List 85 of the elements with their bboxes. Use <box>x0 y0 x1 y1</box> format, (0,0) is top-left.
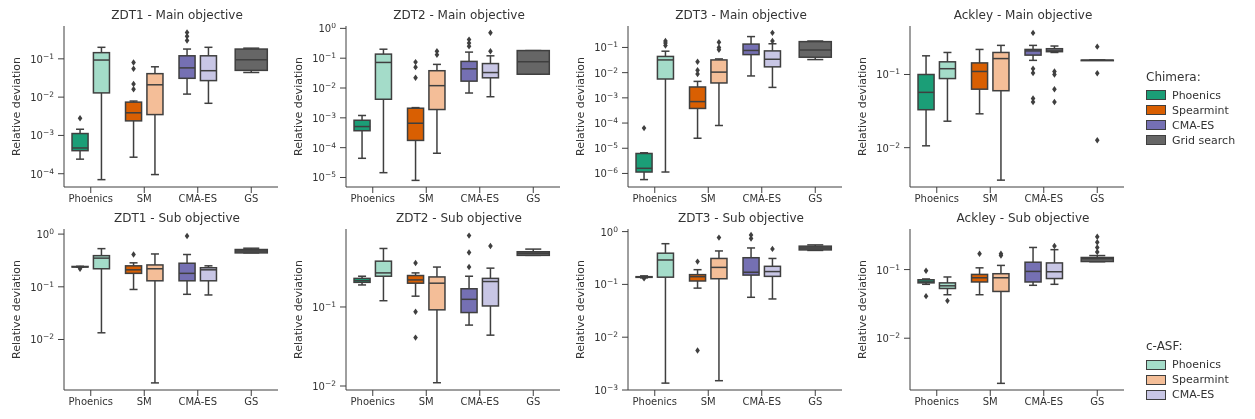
y-tick-label: 10$^{−5}$ <box>312 169 337 184</box>
y-tick-label: 10$^{−1}$ <box>594 276 619 291</box>
y-axis-title: Relative deviation <box>573 259 587 359</box>
x-tick-label: GS <box>526 193 541 205</box>
x-tick-label: GS <box>808 193 823 205</box>
x-tick-label: SM <box>136 193 152 205</box>
x-tick-label: GS <box>244 193 259 205</box>
y-tick-label: 10$^{−3}$ <box>312 110 337 124</box>
y-tick-label: 10$^{−1}$ <box>30 279 55 293</box>
x-tick-label: GS <box>1090 396 1105 408</box>
y-tick-label: 10$^{0}$ <box>318 20 337 35</box>
y-tick-label: 10$^{−2}$ <box>312 378 337 392</box>
chart-title: ZDT3 - Main objective <box>674 8 808 23</box>
y-tick-label: 10$^{−2}$ <box>594 329 619 344</box>
x-tick-label: SM <box>700 193 716 205</box>
y-axis-title: Relative deviation <box>855 56 869 156</box>
y-tick-label: 10$^{−2}$ <box>30 331 55 346</box>
y-tick-label: 10$^{−1}$ <box>876 262 901 276</box>
x-tick-label: CMA-ES <box>1024 193 1064 205</box>
y-tick-label: 10$^{−5}$ <box>594 140 619 155</box>
chart-title: ZDT2 - Sub objective <box>395 211 523 226</box>
chart-title: ZDT1 - Sub objective <box>113 211 241 226</box>
x-tick-label: SM <box>700 396 716 408</box>
x-tick-label: CMA-ES <box>178 193 218 205</box>
legend-label: Spearmint <box>1172 373 1229 386</box>
x-tick-label: GS <box>526 396 541 408</box>
y-tick-label: 10$^{−6}$ <box>594 165 619 180</box>
legend-title: Chimera: <box>1146 69 1202 84</box>
y-tick-label: 10$^{−1}$ <box>594 39 619 54</box>
y-tick-label: 10$^{−3}$ <box>594 382 619 396</box>
y-tick-label: 10$^{0}$ <box>36 226 55 241</box>
y-axis-title: Relative deviation <box>9 259 23 359</box>
y-axis-title: Relative deviation <box>291 259 305 359</box>
legend-title: c-ASF: <box>1146 339 1184 353</box>
x-tick-label: Phoenics <box>68 193 113 205</box>
chart-title: ZDT2 - Main objective <box>393 8 525 22</box>
y-axis-title: Relative deviation <box>855 259 869 359</box>
legend-label: CMA-ES <box>1172 118 1215 132</box>
chart-title: Ackley - Main objective <box>952 8 1094 23</box>
y-axis-title: Relative deviation <box>291 56 305 156</box>
x-tick-label: Phoenics <box>350 396 395 408</box>
y-tick-label: 10$^{−4}$ <box>30 166 55 180</box>
y-tick-label: 10$^{−2}$ <box>594 65 619 79</box>
legend-label: Grid search <box>1172 133 1236 147</box>
x-tick-label: CMA-ES <box>178 396 218 408</box>
y-tick-label: 10$^{0}$ <box>600 224 619 238</box>
y-tick-label: 10$^{−1}$ <box>312 299 337 313</box>
x-tick-label: SM <box>418 396 434 408</box>
chart-title: ZDT1 - Main objective <box>110 8 244 23</box>
y-tick-label: 10$^{−3}$ <box>594 90 619 104</box>
legend-label: Phoenics <box>1172 88 1221 102</box>
chart-title: ZDT3 - Sub objective <box>677 211 805 226</box>
x-tick-label: CMA-ES <box>460 396 500 408</box>
y-tick-label: 10$^{−2}$ <box>876 140 901 154</box>
y-tick-label: 10$^{−1}$ <box>30 51 55 65</box>
y-tick-label: 10$^{−1}$ <box>876 66 901 81</box>
y-tick-label: 10$^{−1}$ <box>312 50 337 65</box>
x-tick-label: GS <box>1090 193 1105 205</box>
x-tick-label: Phoenics <box>914 193 959 205</box>
x-tick-label: CMA-ES <box>460 193 500 205</box>
x-tick-label: Phoenics <box>632 396 677 408</box>
x-tick-label: SM <box>982 396 998 408</box>
x-tick-label: CMA-ES <box>1024 396 1064 408</box>
y-tick-label: 10$^{−4}$ <box>312 140 337 154</box>
x-tick-label: Phoenics <box>914 396 959 408</box>
x-tick-label: CMA-ES <box>742 193 782 205</box>
x-tick-label: Phoenics <box>350 193 395 205</box>
x-tick-label: SM <box>982 193 998 205</box>
y-tick-label: 10$^{−2}$ <box>30 89 55 104</box>
y-tick-label: 10$^{−4}$ <box>594 115 619 130</box>
legend-label: Spearmint <box>1172 103 1229 117</box>
x-tick-label: GS <box>808 396 823 408</box>
y-tick-label: 10$^{−2}$ <box>876 330 901 345</box>
x-tick-label: Phoenics <box>68 396 113 408</box>
x-tick-label: CMA-ES <box>742 396 782 408</box>
y-tick-label: 10$^{−2}$ <box>312 80 337 95</box>
y-axis-title: Relative deviation <box>573 56 587 156</box>
legend-label: Phoenics <box>1172 358 1221 371</box>
x-tick-label: GS <box>244 396 259 408</box>
y-tick-label: 10$^{−3}$ <box>30 127 55 142</box>
x-tick-label: SM <box>136 396 152 408</box>
x-tick-label: Phoenics <box>632 193 677 205</box>
x-tick-label: SM <box>418 193 434 205</box>
chart-title: Ackley - Sub objective <box>955 211 1091 226</box>
y-axis-title: Relative deviation <box>9 56 23 156</box>
